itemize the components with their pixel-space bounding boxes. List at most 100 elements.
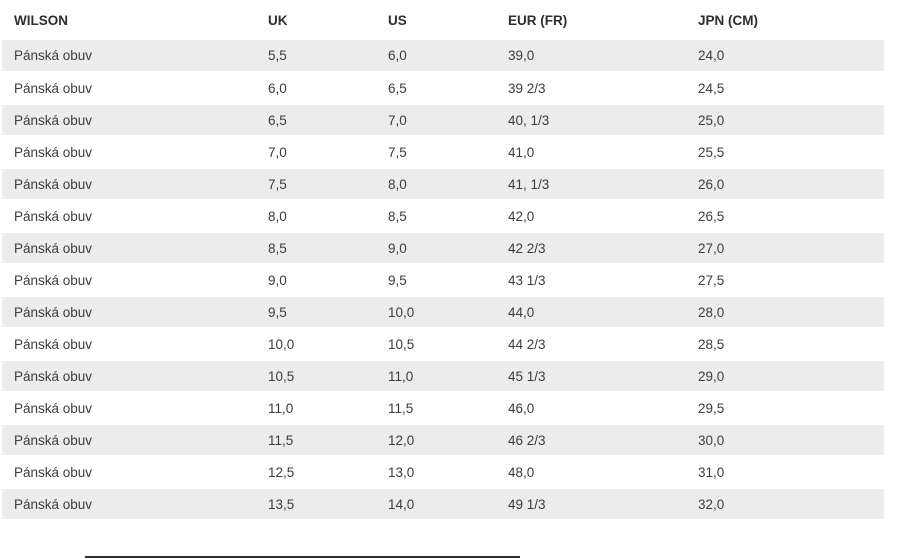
size-table: WILSON UK US EUR (FR) JPN (CM) Pánská obuv 5,… <box>2 0 884 521</box>
table-cell: 26,5 <box>698 208 725 224</box>
table-cell: 40, 1/3 <box>508 112 550 128</box>
table-row: Pánská obuv 7,5 8,0 41, 1/3 26,0 <box>2 168 884 200</box>
column-header-us: US <box>376 0 496 40</box>
table-cell: 41,0 <box>508 144 535 160</box>
table-cell: 25,5 <box>698 144 725 160</box>
table-row: Pánská obuv 5,5 6,0 39,0 24,0 <box>2 40 884 72</box>
table-row: Pánská obuv 9,5 10,0 44,0 28,0 <box>2 296 884 328</box>
table-cell: 44,0 <box>508 304 535 320</box>
table-cell: 46 2/3 <box>508 432 546 448</box>
table-cell: 29,0 <box>698 368 725 384</box>
table-cell: Pánská obuv <box>14 208 93 224</box>
table-cell: 28,5 <box>698 336 725 352</box>
table-cell: 13,0 <box>388 464 415 480</box>
table-row: Pánská obuv 8,0 8,5 42,0 26,5 <box>2 200 884 232</box>
column-header-uk: UK <box>256 0 376 40</box>
table-cell: 24,5 <box>698 80 725 96</box>
table-cell: 8,5 <box>268 240 287 256</box>
table-cell: 12,0 <box>388 432 415 448</box>
table-cell: Pánská obuv <box>14 112 93 128</box>
table-row: Pánská obuv 11,0 11,5 46,0 29,5 <box>2 392 884 424</box>
table-cell: 24,0 <box>698 48 725 63</box>
table-row: Pánská obuv 6,0 6,5 39 2/3 24,5 <box>2 72 884 104</box>
table-cell: 10,5 <box>388 336 415 352</box>
table-cell: 11,5 <box>388 400 414 416</box>
table-row: Pánská obuv 13,5 14,0 49 1/3 32,0 <box>2 488 884 520</box>
table-cell: 32,0 <box>698 496 725 512</box>
table-cell: 45 1/3 <box>508 368 546 384</box>
table-cell: 49 1/3 <box>508 496 546 512</box>
table-cell: 42 2/3 <box>508 240 546 256</box>
table-row: Pánská obuv 7,0 7,5 41,0 25,5 <box>2 136 884 168</box>
table-cell: 7,5 <box>268 176 287 192</box>
table-cell: 25,0 <box>698 112 725 128</box>
table-cell: Pánská obuv <box>14 240 93 256</box>
table-cell: Pánská obuv <box>14 432 93 448</box>
size-chart-container: WILSON UK US EUR (FR) JPN (CM) Pánská obuv 5,… <box>2 0 884 521</box>
table-cell: 31,0 <box>698 464 725 480</box>
table-cell: 9,0 <box>388 240 407 256</box>
table-cell: 10,0 <box>388 304 415 320</box>
table-cell: 10,0 <box>268 336 295 352</box>
table-cell: 8,0 <box>388 176 407 192</box>
table-cell: 8,0 <box>268 208 287 224</box>
table-cell: 9,0 <box>268 272 287 288</box>
table-body: Pánská obuv 5,5 6,0 39,0 24,0 Pánská obuv 6,0 6… <box>2 40 884 520</box>
table-cell: 27,0 <box>698 240 725 256</box>
table-cell: 39,0 <box>508 48 535 63</box>
table-cell: 46,0 <box>508 400 535 416</box>
table-cell: 12,5 <box>268 464 295 480</box>
table-cell: 44 2/3 <box>508 336 546 352</box>
table-cell: 11,0 <box>268 400 294 416</box>
table-cell: 6,5 <box>268 112 287 128</box>
table-cell: 43 1/3 <box>508 272 546 288</box>
table-cell: 30,0 <box>698 432 725 448</box>
table-cell: 7,0 <box>388 112 407 128</box>
table-cell: 6,0 <box>388 48 407 63</box>
table-cell: Pánská obuv <box>14 144 93 160</box>
column-header-wilson: WILSON <box>2 0 256 40</box>
column-header-eur-fr: EUR (FR) <box>496 0 686 40</box>
table-cell: 13,5 <box>268 496 295 512</box>
table-row: Pánská obuv 10,0 10,5 44 2/3 28,5 <box>2 328 884 360</box>
table-cell: Pánská obuv <box>14 272 93 288</box>
table-cell: 26,0 <box>698 176 725 192</box>
table-cell: 6,0 <box>268 80 287 96</box>
table-cell: 27,5 <box>698 272 725 288</box>
table-row: Pánská obuv 12,5 13,0 48,0 31,0 <box>2 456 884 488</box>
table-cell: 39 2/3 <box>508 80 546 96</box>
table-row: Pánská obuv 10,5 11,0 45 1/3 29,0 <box>2 360 884 392</box>
table-row: Pánská obuv 6,5 7,0 40, 1/3 25,0 <box>2 104 884 136</box>
table-cell: Pánská obuv <box>14 48 93 63</box>
table-cell: 7,0 <box>268 144 287 160</box>
table-cell: 48,0 <box>508 464 535 480</box>
table-cell: 9,5 <box>268 304 287 320</box>
table-row: Pánská obuv 9,0 9,5 43 1/3 27,5 <box>2 264 884 296</box>
table-header-row: WILSON UK US EUR (FR) JPN (CM) <box>2 0 884 40</box>
table-cell: 6,5 <box>388 80 407 96</box>
table-cell: 29,5 <box>698 400 725 416</box>
table-cell: Pánská obuv <box>14 400 93 416</box>
table-cell: 8,5 <box>388 208 407 224</box>
table-cell: Pánská obuv <box>14 80 93 96</box>
table-cell: 11,0 <box>388 368 414 384</box>
table-cell: Pánská obuv <box>14 464 93 480</box>
table-row: Pánská obuv 11,5 12,0 46 2/3 30,0 <box>2 424 884 456</box>
column-header-jpn-cm: JPN (CM) <box>686 0 884 40</box>
table-cell: 11,5 <box>268 432 294 448</box>
table-cell: 9,5 <box>388 272 407 288</box>
table-cell: 10,5 <box>268 368 295 384</box>
table-cell: Pánská obuv <box>14 176 93 192</box>
horizontal-scrollbar-thumb[interactable] <box>85 556 520 558</box>
table-cell: Pánská obuv <box>14 368 93 384</box>
table-cell: 7,5 <box>388 144 407 160</box>
table-cell: 28,0 <box>698 304 725 320</box>
table-cell: 14,0 <box>388 496 415 512</box>
table-cell: Pánská obuv <box>14 496 93 512</box>
table-cell: 5,5 <box>268 48 287 63</box>
table-cell: 42,0 <box>508 208 535 224</box>
table-row: Pánská obuv 8,5 9,0 42 2/3 27,0 <box>2 232 884 264</box>
table-cell: Pánská obuv <box>14 336 93 352</box>
table-cell: Pánská obuv <box>14 304 93 320</box>
table-cell: 41, 1/3 <box>508 176 550 192</box>
